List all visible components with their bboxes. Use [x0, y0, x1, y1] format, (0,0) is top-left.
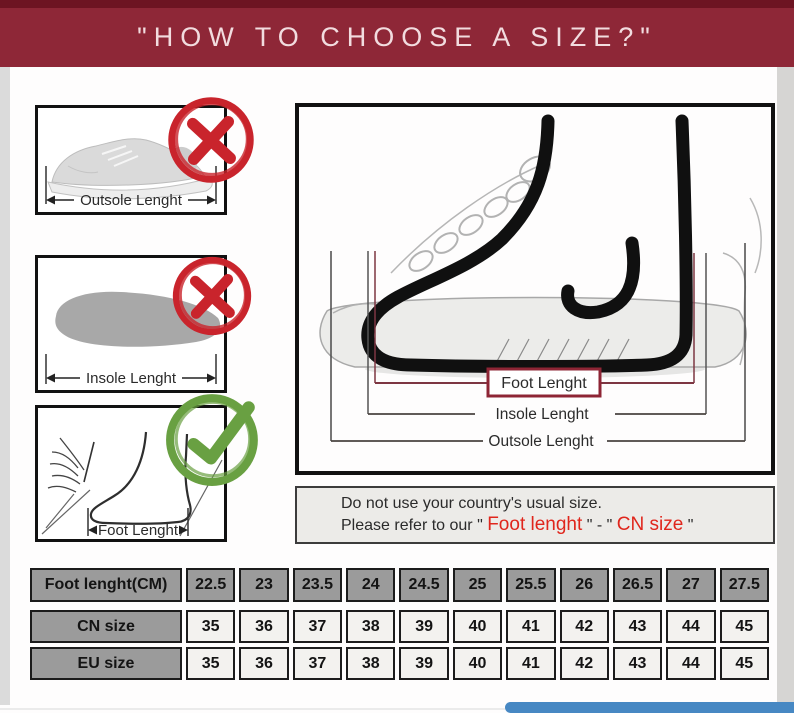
- foot-tracing-art: Foot Lenght: [41, 431, 223, 539]
- note-line-2: Please refer to our " Foot lenght " - " …: [341, 514, 773, 536]
- size-value-cell: 36: [239, 610, 289, 643]
- size-value-cell: 43: [612, 647, 663, 680]
- measurement-label: Insole Lenght: [86, 370, 177, 387]
- red-x-icon: [163, 92, 259, 188]
- size-value-cell: 27: [666, 568, 716, 602]
- right-edge-strip: [777, 67, 794, 713]
- note-foot-length-highlight: Foot lenght: [487, 514, 583, 535]
- horizontal-scrollbar-thumb[interactable]: [505, 702, 794, 713]
- table-row: CN size 35 36 37 38 39 40 41 42 43 44 45: [30, 610, 769, 643]
- foot-in-shoe-diagram: Foot Lenght Insole Lenght Outsole Lenght: [295, 103, 775, 475]
- size-value-cell: 41: [506, 610, 556, 643]
- left-edge-strip: [0, 67, 10, 705]
- size-value-cell: 45: [719, 610, 769, 643]
- size-table: Foot lenght(CM) 22.5 23 23.5 24 24.5 25 25.5 26 2…: [30, 568, 769, 680]
- diagram-insole-length-label: Insole Lenght: [495, 406, 589, 423]
- size-value-cell: 25.5: [506, 568, 556, 602]
- size-value-cell: 37: [292, 610, 343, 643]
- measurement-label: Foot Lenght: [98, 522, 179, 539]
- size-value-cell: 23: [239, 568, 289, 602]
- size-value-cell: 40: [452, 610, 503, 643]
- red-x-icon: [168, 252, 256, 340]
- note-cn-size-highlight: CN size: [616, 514, 684, 535]
- sneaker-side-art: Outsole Lenght: [45, 138, 217, 209]
- bottom-divider: [0, 708, 505, 710]
- size-value-cell: 41: [506, 647, 556, 680]
- size-value-cell: 24.5: [399, 568, 449, 602]
- row-header-cell: CN size: [30, 610, 182, 643]
- size-value-cell: 24: [346, 568, 396, 602]
- row-header-cell: Foot lenght(CM): [30, 568, 182, 602]
- size-value-cell: 23.5: [292, 568, 343, 602]
- title-band: "HOW TO CHOOSE A SIZE?": [0, 0, 794, 67]
- table-row: EU size 35 36 37 38 39 40 41 42 43 44 45: [30, 647, 769, 680]
- note-separator: " - ": [582, 517, 617, 534]
- diagram-outsole-length-label: Outsole Lenght: [488, 433, 594, 450]
- size-value-cell: 44: [666, 610, 716, 643]
- page-title: "HOW TO CHOOSE A SIZE?": [137, 22, 657, 52]
- size-value-cell: 36: [239, 647, 289, 680]
- size-value-cell: 27.5: [719, 568, 769, 602]
- diagram-foot-length-label: Foot Lenght: [501, 375, 587, 392]
- size-value-cell: 39: [399, 647, 449, 680]
- title-band-top-strip: [0, 0, 794, 8]
- green-check-icon: [163, 387, 265, 489]
- size-value-cell: 38: [346, 610, 396, 643]
- note-line2-prefix: Please refer to our ": [341, 517, 488, 534]
- size-value-cell: 45: [719, 647, 769, 680]
- size-value-cell: 42: [559, 610, 609, 643]
- foot-diagram-art: Foot Lenght Insole Lenght Outsole Lenght: [319, 114, 762, 450]
- size-value-cell: 26: [559, 568, 609, 602]
- size-value-cell: 37: [292, 647, 343, 680]
- row-header-cell: EU size: [30, 647, 182, 680]
- table-row: Foot lenght(CM) 22.5 23 23.5 24 24.5 25 25.5 26 2…: [30, 568, 769, 602]
- size-value-cell: 26.5: [612, 568, 663, 602]
- size-value-cell: 22.5: [186, 568, 236, 602]
- measurement-label: Outsole Lenght: [80, 192, 183, 209]
- size-value-cell: 42: [559, 647, 609, 680]
- size-note-box: Do not use your country's usual size. Pl…: [295, 486, 775, 544]
- size-value-cell: 44: [666, 647, 716, 680]
- note-suffix: ": [683, 517, 694, 534]
- size-value-cell: 35: [186, 610, 236, 643]
- size-value-cell: 35: [186, 647, 236, 680]
- size-value-cell: 43: [612, 610, 663, 643]
- size-value-cell: 39: [399, 610, 449, 643]
- note-line-1: Do not use your country's usual size.: [341, 495, 602, 512]
- size-value-cell: 40: [452, 647, 503, 680]
- size-value-cell: 25: [452, 568, 503, 602]
- size-value-cell: 38: [346, 647, 396, 680]
